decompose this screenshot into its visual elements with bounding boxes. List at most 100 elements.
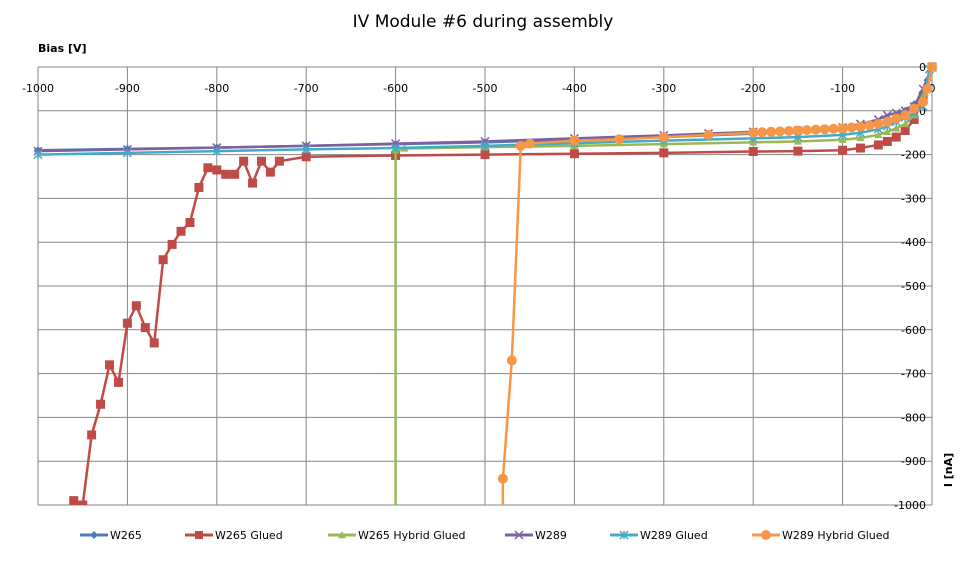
y-tick-label: -1000: [894, 499, 926, 512]
data-point: [480, 150, 490, 160]
data-point: [838, 145, 848, 155]
data-point: [837, 123, 848, 134]
chart-title: IV Module #6 during assembly: [353, 12, 614, 32]
legend-marker: [338, 531, 346, 539]
x-tick-label: -1000: [22, 82, 54, 95]
data-point: [176, 226, 186, 236]
x-tick-label: -900: [115, 82, 140, 95]
data-point: [569, 149, 579, 159]
data-point: [212, 165, 222, 175]
y-tick-label: -200: [901, 149, 926, 162]
data-point: [775, 126, 786, 137]
data-point: [864, 120, 875, 131]
x-tick-label: -800: [204, 82, 229, 95]
legend-item: W265 Hybrid Glued: [328, 529, 466, 542]
legend-marker: [90, 531, 98, 539]
data-point: [846, 122, 857, 133]
y-tick-label: -900: [901, 455, 926, 468]
data-point: [882, 116, 893, 127]
data-point: [873, 118, 884, 129]
data-point: [506, 355, 517, 366]
data-point: [239, 156, 249, 166]
data-point: [614, 134, 625, 145]
data-point: [167, 239, 177, 249]
data-point: [248, 178, 258, 188]
data-point: [274, 156, 284, 166]
data-point: [828, 123, 839, 134]
data-point: [659, 148, 669, 158]
data-point: [194, 182, 204, 192]
data-point: [203, 163, 213, 173]
data-point: [212, 146, 222, 156]
data-point: [301, 144, 311, 154]
x-tick-label: -300: [651, 82, 676, 95]
data-point: [480, 141, 490, 151]
legend-label: W289 Glued: [640, 529, 708, 542]
y-tick-label: -800: [901, 411, 926, 424]
data-point: [819, 124, 830, 135]
legend-item: W265 Glued: [185, 529, 283, 542]
data-point: [792, 125, 803, 136]
x-tick-label: -700: [294, 82, 319, 95]
y-tick-label: -300: [901, 192, 926, 205]
data-point: [158, 255, 168, 265]
data-point: [766, 126, 777, 137]
legend-marker: [514, 530, 524, 540]
data-point: [149, 338, 159, 348]
data-point: [909, 115, 919, 125]
data-point: [892, 124, 901, 132]
data-point: [96, 399, 106, 409]
data-point: [113, 377, 123, 387]
legend-label: W265: [110, 529, 142, 542]
x-tick-labels: -1000 -900 -800 -700 -600 -500 -400 -300 -200 -10…: [22, 82, 935, 95]
x-axis-title: Bias [V]: [38, 42, 87, 55]
data-point: [856, 133, 865, 142]
legend-label: W289 Hybrid Glued: [782, 529, 890, 542]
x-tick-label: -500: [473, 82, 498, 95]
data-point: [87, 430, 97, 440]
data-point: [185, 217, 195, 227]
data-point: [810, 124, 821, 135]
x-tick-label: -400: [562, 82, 587, 95]
legend-marker: [761, 530, 771, 540]
legend-item: W265: [80, 529, 142, 542]
legend-item: W289 Hybrid Glued: [752, 529, 890, 542]
data-point: [301, 152, 311, 162]
data-point: [265, 167, 275, 177]
data-point: [909, 103, 920, 114]
data-point: [658, 132, 669, 143]
data-point: [33, 150, 43, 160]
data-point: [140, 323, 150, 333]
y-tick-label: -500: [901, 280, 926, 293]
legend-label: W289: [535, 529, 567, 542]
data-point: [882, 136, 892, 146]
y-tick-label: -700: [901, 368, 926, 381]
data-point: [122, 318, 132, 328]
y-tick-label: 0: [919, 61, 926, 74]
legend-label: W265 Glued: [215, 529, 283, 542]
x-tick-label: -200: [741, 82, 766, 95]
legend-label: W265 Hybrid Glued: [358, 529, 466, 542]
data-point: [748, 127, 759, 138]
legend-item: W289: [505, 529, 567, 542]
data-point: [855, 121, 866, 132]
data-point: [131, 301, 141, 311]
data-point: [122, 148, 132, 158]
series-group: [33, 62, 937, 505]
y-tick-label: -600: [901, 324, 926, 337]
data-point: [391, 143, 401, 153]
series-w289-hybrid-glued: [497, 62, 937, 505]
legend-item: W289 Glued: [610, 529, 708, 542]
data-point: [855, 143, 865, 153]
data-point: [891, 132, 901, 142]
data-point: [105, 360, 115, 370]
data-point: [883, 127, 892, 136]
data-point: [900, 110, 911, 121]
data-point: [757, 127, 768, 138]
data-point: [873, 140, 883, 150]
y-axis-title: I [nA]: [942, 453, 955, 487]
data-point: [497, 473, 508, 484]
data-point: [78, 500, 88, 505]
data-point: [891, 113, 902, 124]
data-point: [918, 97, 929, 108]
